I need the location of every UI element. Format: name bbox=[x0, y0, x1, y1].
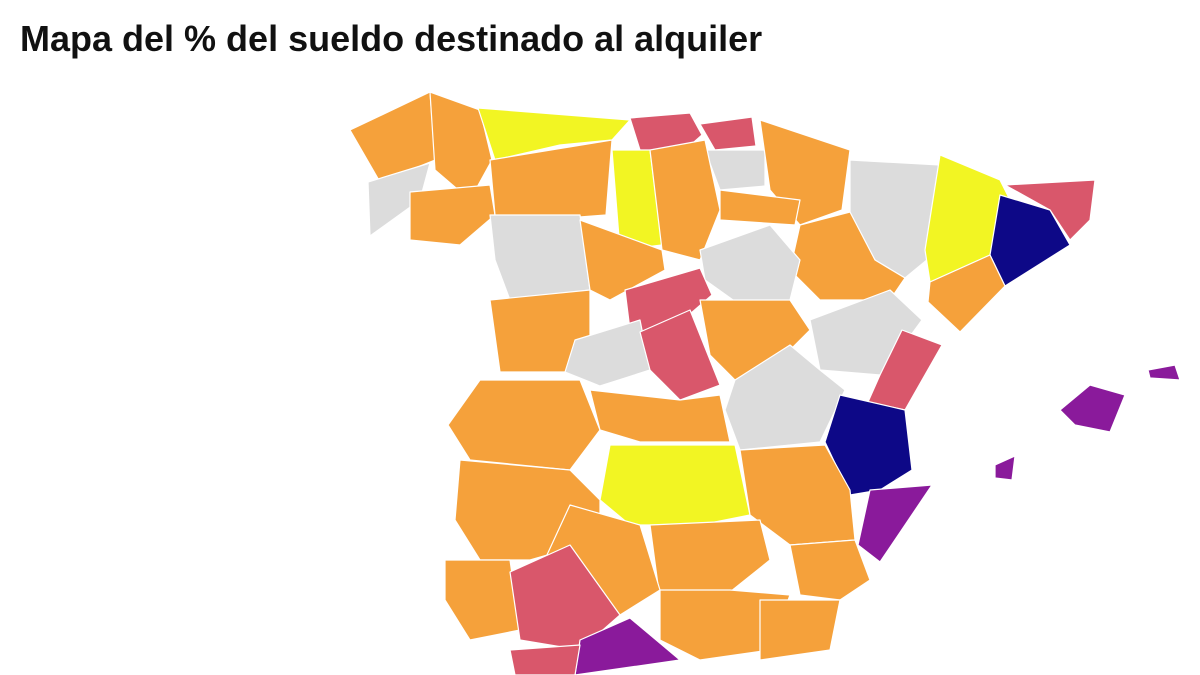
province bbox=[759, 599, 841, 661]
province bbox=[447, 379, 601, 471]
province bbox=[789, 539, 871, 601]
island bbox=[1147, 364, 1181, 381]
province bbox=[409, 184, 496, 246]
province bbox=[927, 254, 1006, 333]
province bbox=[857, 484, 933, 563]
province bbox=[509, 644, 581, 675]
province bbox=[564, 319, 651, 387]
province bbox=[589, 389, 731, 443]
province bbox=[579, 219, 666, 301]
provinces bbox=[349, 91, 1181, 675]
island bbox=[994, 455, 1016, 481]
province bbox=[649, 139, 721, 261]
island bbox=[1059, 384, 1126, 433]
province bbox=[599, 444, 751, 526]
province bbox=[989, 194, 1071, 287]
province bbox=[429, 91, 493, 201]
province bbox=[444, 559, 521, 641]
province bbox=[649, 519, 771, 601]
province bbox=[699, 116, 757, 151]
province bbox=[477, 107, 631, 161]
province bbox=[699, 224, 801, 306]
province bbox=[639, 309, 721, 401]
province bbox=[489, 214, 591, 301]
province bbox=[704, 149, 766, 191]
province bbox=[724, 344, 846, 451]
province bbox=[719, 189, 801, 226]
map-title: Mapa del % del sueldo destinado al alqui… bbox=[20, 18, 763, 59]
